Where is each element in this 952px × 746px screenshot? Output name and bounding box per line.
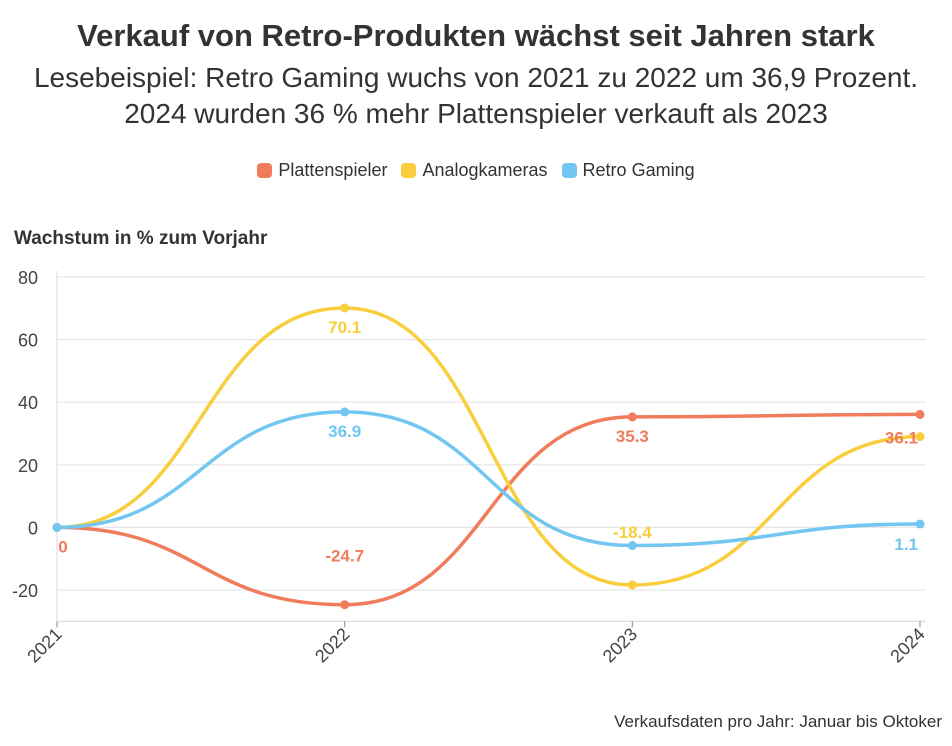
- data-point-analogkameras: [915, 432, 925, 442]
- data-point-retro-gaming: [340, 407, 350, 417]
- x-tick-label: 2023: [599, 624, 641, 666]
- data-point-plattenspieler: [340, 600, 350, 610]
- data-point-analogkameras: [627, 580, 637, 590]
- legend: Plattenspieler Analogkameras Retro Gamin…: [0, 160, 952, 181]
- x-tick-label: 2021: [23, 624, 65, 666]
- data-point-retro-gaming: [627, 541, 637, 551]
- legend-label-retro-gaming: Retro Gaming: [582, 160, 695, 180]
- data-point-analogkameras: [340, 303, 350, 313]
- legend-item-plattenspieler[interactable]: Plattenspieler: [257, 160, 387, 181]
- data-label-retro-gaming: 36.9: [328, 422, 361, 441]
- data-label-retro-gaming: 1.1: [894, 535, 918, 554]
- chart-title: Verkauf von Retro-Produkten wächst seit …: [77, 18, 875, 53]
- y-tick-label: 0: [28, 518, 38, 538]
- data-point-retro-gaming: [52, 522, 62, 532]
- y-tick-label: 60: [18, 331, 38, 351]
- legend-label-plattenspieler: Plattenspieler: [278, 160, 388, 180]
- data-label-analogkameras: -18.4: [613, 523, 652, 542]
- data-label-plattenspieler: 36.1: [885, 428, 918, 447]
- data-label-analogkameras: 70.1: [328, 318, 361, 337]
- y-tick-label: 80: [18, 268, 38, 288]
- data-point-plattenspieler: [627, 412, 637, 422]
- chart-subtitle: Lesebeispiel: Retro Gaming wuchs von 202…: [33, 62, 919, 129]
- y-axis-label: Wachstum in % zum Vorjahr: [14, 228, 268, 249]
- series-line-retro-gaming: [55, 410, 922, 548]
- y-tick-label: -20: [12, 581, 38, 601]
- data-label-plattenspieler: 35.3: [616, 427, 649, 446]
- source-note: Verkaufsdaten pro Jahr: Januar bis Oktok…: [614, 712, 942, 731]
- legend-item-retro-gaming[interactable]: Retro Gaming: [561, 160, 695, 181]
- data-point-retro-gaming: [915, 519, 925, 529]
- legend-swatch-analogkameras: [401, 163, 417, 178]
- x-tick-label: 2024: [886, 624, 928, 666]
- data-label-plattenspieler: 0: [58, 537, 67, 556]
- data-point-plattenspieler: [915, 409, 925, 419]
- legend-swatch-plattenspieler: [257, 163, 273, 178]
- legend-label-analogkameras: Analogkameras: [422, 160, 548, 180]
- series-line-analogkameras: [55, 306, 922, 587]
- x-tick-label: 2022: [311, 624, 353, 666]
- legend-item-analogkameras[interactable]: Analogkameras: [401, 160, 548, 181]
- legend-swatch-retro-gaming: [561, 163, 577, 178]
- y-tick-label: 20: [18, 456, 38, 476]
- data-label-plattenspieler: -24.7: [325, 546, 364, 565]
- y-tick-label: 40: [18, 393, 38, 413]
- series-line-plattenspieler: [55, 412, 922, 607]
